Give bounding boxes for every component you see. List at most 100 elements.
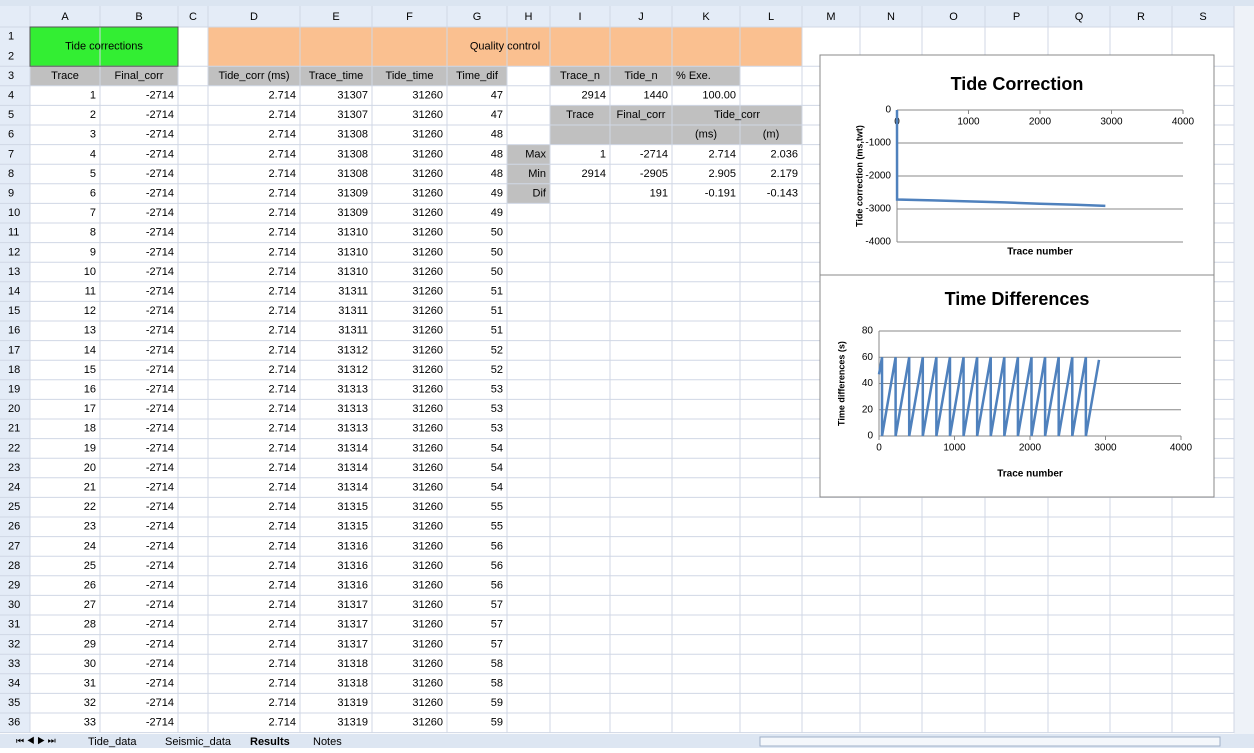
cell: 31260: [412, 305, 443, 317]
cell: 58: [491, 658, 503, 670]
cell: 23: [84, 521, 96, 533]
cell: 53: [491, 403, 503, 415]
cell: Trace_time: [309, 70, 364, 82]
y-tick-label: 20: [862, 404, 874, 415]
x-tick-label: 2000: [1029, 117, 1052, 128]
cell: 50: [491, 266, 503, 278]
formula-bar-edge: [0, 0, 1254, 6]
row-header: 7: [8, 148, 14, 160]
sheet-tab[interactable]: Seismic_data: [165, 736, 232, 748]
cell: 2.714: [268, 580, 296, 592]
cell: 31318: [337, 678, 368, 690]
cell: -2714: [146, 658, 174, 670]
cell: 53: [491, 384, 503, 396]
cell: 31260: [412, 384, 443, 396]
cell: 31260: [412, 129, 443, 141]
sheet-tab[interactable]: Notes: [313, 736, 342, 748]
cell: 47: [491, 109, 503, 121]
cell: % Exe.: [676, 70, 711, 82]
cell: 15: [84, 364, 96, 376]
x-tick-label: 4000: [1170, 443, 1193, 454]
y-axis-label: Time differences (s): [836, 341, 846, 426]
cell: 31312: [337, 364, 368, 376]
cell: 2.714: [268, 129, 296, 141]
cell: 2.714: [268, 364, 296, 376]
cell: -2714: [146, 638, 174, 650]
cell: -2714: [146, 423, 174, 435]
column-header: A: [61, 11, 69, 23]
cell: 31319: [337, 717, 368, 729]
row-header: 22: [8, 442, 20, 454]
cell: 31260: [412, 286, 443, 298]
cell: 3: [90, 129, 96, 141]
cell: 4: [90, 148, 96, 160]
cell: 31311: [338, 286, 368, 298]
header-cell: [30, 66, 178, 86]
cell: 31315: [337, 521, 368, 533]
cell: 31260: [412, 423, 443, 435]
horizontal-scrollbar[interactable]: [759, 736, 1221, 747]
tab-nav[interactable]: ⏮ ◀ ▶ ⏭: [16, 735, 56, 745]
cell: 31260: [412, 678, 443, 690]
cell: -2714: [146, 678, 174, 690]
cell: 2.714: [268, 325, 296, 337]
cell: 31260: [412, 560, 443, 572]
row-header: 10: [8, 207, 20, 219]
cell: -2714: [146, 325, 174, 337]
row-header: 21: [8, 423, 20, 435]
cell: 2.714: [268, 658, 296, 670]
cell: 31308: [337, 168, 368, 180]
cell: 59: [491, 697, 503, 709]
cell: -2714: [146, 344, 174, 356]
cell: 8: [90, 227, 96, 239]
cell: Dif: [533, 188, 547, 200]
cell: 47: [491, 90, 503, 102]
cell: 58: [491, 678, 503, 690]
cell: Final_corr: [115, 70, 164, 82]
cell: 31260: [412, 697, 443, 709]
column-header: L: [768, 11, 774, 23]
cell: 26: [84, 580, 96, 592]
cell: 2.714: [268, 423, 296, 435]
cell: 31317: [337, 638, 368, 650]
vertical-scrollbar[interactable]: [1234, 6, 1254, 734]
cell: -2714: [146, 482, 174, 494]
data-line: [895, 109, 1106, 208]
cell: 31318: [337, 658, 368, 670]
cell: -2714: [146, 227, 174, 239]
cell: 19: [84, 442, 96, 454]
x-tick-label: 3000: [1094, 443, 1117, 454]
cell: 31311: [338, 325, 368, 337]
cell: 31308: [337, 148, 368, 160]
cell: 56: [491, 580, 503, 592]
cell: 2.714: [268, 717, 296, 729]
cell: -2714: [146, 266, 174, 278]
cell: -2714: [146, 403, 174, 415]
cell: 31260: [412, 364, 443, 376]
cell: 31307: [337, 109, 368, 121]
cell: 29: [84, 638, 96, 650]
cell: 31260: [412, 188, 443, 200]
cell: -2714: [146, 501, 174, 513]
row-header: 17: [8, 344, 20, 356]
cell: 7: [90, 207, 96, 219]
cell: 2.714: [268, 560, 296, 572]
column-header: O: [949, 11, 958, 23]
cell: Tide_corr (ms): [218, 70, 289, 82]
cell: -2714: [146, 599, 174, 611]
cell: -2714: [146, 560, 174, 572]
cell: -2714: [146, 580, 174, 592]
column-header: G: [473, 11, 482, 23]
cell: -2714: [146, 717, 174, 729]
cell: 2.714: [268, 305, 296, 317]
cell: 51: [491, 286, 503, 298]
sheet-tab[interactable]: Results: [250, 736, 290, 748]
cell: Trace_n: [560, 70, 600, 82]
sheet-tab[interactable]: Tide_data: [88, 736, 137, 748]
cell: 32: [84, 697, 96, 709]
column-header: K: [702, 11, 710, 23]
cell: -2714: [146, 697, 174, 709]
cell: -2714: [146, 148, 174, 160]
cell: -2714: [146, 619, 174, 631]
